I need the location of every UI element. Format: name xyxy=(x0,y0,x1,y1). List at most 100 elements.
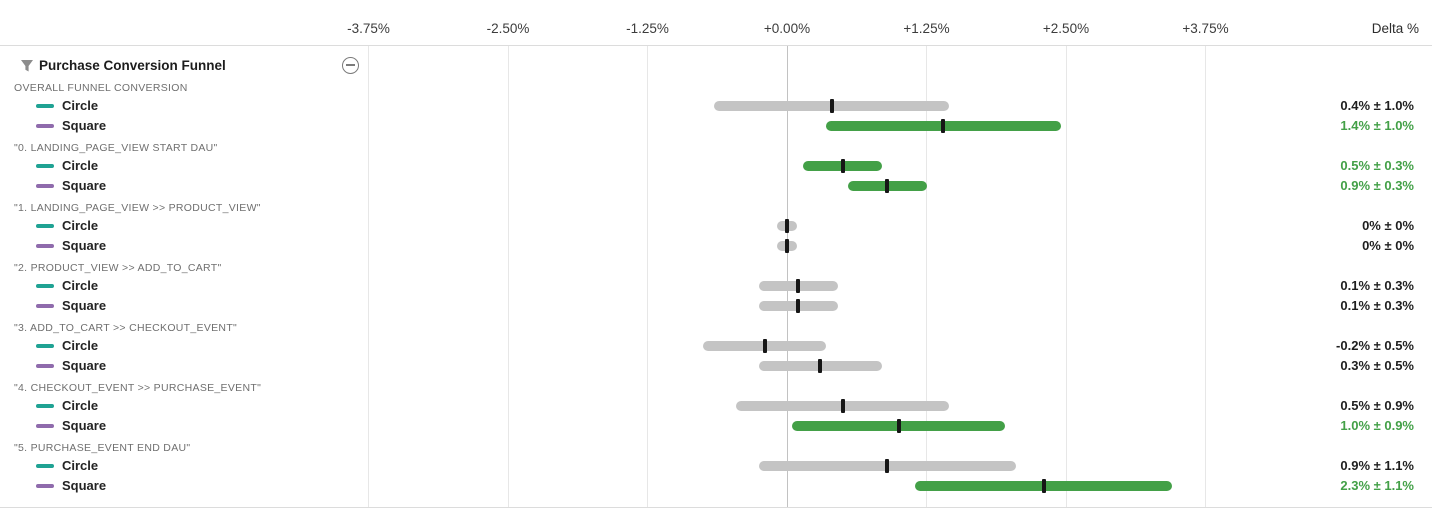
funnel-step-group: "3. ADD_TO_CART >> CHECKOUT_EVENT" Circle… xyxy=(0,321,1432,381)
variant-name: Circle xyxy=(62,398,99,413)
variant-legend-dash-icon xyxy=(36,244,54,248)
gridline xyxy=(1065,46,1067,507)
variant-row: Square 1.0% ± 0.9% xyxy=(0,416,1432,436)
point-estimate-tick xyxy=(885,179,890,193)
variant-row: Square 1.4% ± 1.0% xyxy=(0,116,1432,136)
axis-tick-label: +0.00% xyxy=(763,21,811,36)
variant-name: Square xyxy=(62,358,107,373)
panel-header: Purchase Conversion Funnel xyxy=(0,55,368,77)
variant-legend-dash-icon xyxy=(36,464,54,468)
variant-name: Circle xyxy=(62,98,99,113)
delta-value: 0.1% ± 0.3% xyxy=(1340,298,1414,313)
variant-row: Square 0.3% ± 0.5% xyxy=(0,356,1432,376)
variant-legend-dash-icon xyxy=(36,484,54,488)
point-estimate-tick xyxy=(796,299,801,313)
zero-gridline xyxy=(786,46,788,507)
delta-value: 2.3% ± 1.1% xyxy=(1340,478,1414,493)
variant-legend-dash-icon xyxy=(36,124,54,128)
point-estimate-tick xyxy=(896,419,901,433)
variant-name: Square xyxy=(62,178,107,193)
variant-row: Circle 0.5% ± 0.3% xyxy=(0,156,1432,176)
axis-tick-label: -2.50% xyxy=(486,21,530,36)
axis-tick-label: -1.25% xyxy=(626,21,669,36)
variant-name: Square xyxy=(62,478,107,493)
variant-legend-dash-icon xyxy=(36,344,54,348)
gridline xyxy=(1205,46,1206,507)
funnel-step-label: "1. LANDING_PAGE_VIEW >> PRODUCT_VIEW" xyxy=(14,202,261,214)
variant-legend-dash-icon xyxy=(36,304,54,308)
funnel-step-label: OVERALL FUNNEL CONVERSION xyxy=(14,82,188,94)
point-estimate-tick xyxy=(762,339,767,353)
variant-row: Circle 0.1% ± 0.3% xyxy=(0,276,1432,296)
axis-tick-label: +1.25% xyxy=(903,21,950,36)
funnel-step-label: "4. CHECKOUT_EVENT >> PURCHASE_EVENT" xyxy=(14,382,262,394)
point-estimate-tick xyxy=(840,159,845,173)
variant-legend-dash-icon xyxy=(36,104,54,108)
point-estimate-tick xyxy=(941,119,946,133)
point-estimate-tick xyxy=(829,99,834,113)
funnel-sections: OVERALL FUNNEL CONVERSION Circle 0.4% ± 1.… xyxy=(0,81,1432,501)
point-estimate-tick xyxy=(818,359,823,373)
axis-tick-label: +3.75% xyxy=(1182,21,1229,36)
delta-column-header: Delta % xyxy=(1371,21,1419,36)
variant-row: Square 0% ± 0% xyxy=(0,236,1432,256)
delta-value: 0% ± 0% xyxy=(1362,218,1414,233)
gridline xyxy=(647,46,648,507)
variant-name: Square xyxy=(62,118,107,133)
funnel-step-group: "4. CHECKOUT_EVENT >> PURCHASE_EVENT" Cir… xyxy=(0,381,1432,441)
variant-row: Square 0.9% ± 0.3% xyxy=(0,176,1432,196)
delta-value: 0.9% ± 0.3% xyxy=(1340,178,1414,193)
gridline xyxy=(926,46,927,507)
funnel-step-label: "2. PRODUCT_VIEW >> ADD_TO_CART" xyxy=(14,262,222,274)
minus-circle-collapse-icon[interactable] xyxy=(342,57,359,74)
point-estimate-tick xyxy=(840,399,845,413)
variant-row: Circle 0.5% ± 0.9% xyxy=(0,396,1432,416)
delta-value: 0.3% ± 0.5% xyxy=(1340,358,1414,373)
funnel-step-group: "2. PRODUCT_VIEW >> ADD_TO_CART" Circle 0.… xyxy=(0,261,1432,321)
delta-value: 1.4% ± 1.0% xyxy=(1340,118,1414,133)
delta-value: 0.4% ± 1.0% xyxy=(1340,98,1414,113)
variant-name: Circle xyxy=(62,278,99,293)
point-estimate-tick xyxy=(796,279,801,293)
variant-row: Circle 0.4% ± 1.0% xyxy=(0,96,1432,116)
point-estimate-tick xyxy=(885,459,890,473)
axis-header: Delta % -3.75% -2.50% -1.25% +0.00% +1.25% +2… xyxy=(0,0,1432,45)
variant-row: Square 2.3% ± 1.1% xyxy=(0,476,1432,496)
variant-legend-dash-icon xyxy=(36,404,54,408)
variant-name: Square xyxy=(62,418,107,433)
variant-legend-dash-icon xyxy=(36,224,54,228)
axis-tick-label: -3.75% xyxy=(347,21,390,36)
delta-value: 1.0% ± 0.9% xyxy=(1340,418,1414,433)
point-estimate-tick xyxy=(1041,479,1046,493)
variant-name: Circle xyxy=(62,338,99,353)
variant-name: Circle xyxy=(62,458,99,473)
variant-row: Square 0.1% ± 0.3% xyxy=(0,296,1432,316)
funnel-step-group: "1. LANDING_PAGE_VIEW >> PRODUCT_VIEW" Ci… xyxy=(0,201,1432,261)
gridline xyxy=(368,46,369,507)
point-estimate-tick xyxy=(785,219,789,233)
variant-row: Circle 0.9% ± 1.1% xyxy=(0,456,1432,476)
variant-name: Circle xyxy=(62,158,99,173)
delta-value: -0.2% ± 0.5% xyxy=(1336,338,1414,353)
delta-value: 0% ± 0% xyxy=(1362,238,1414,253)
funnel-step-label: "5. PURCHASE_EVENT END DAU" xyxy=(14,442,191,454)
funnel-step-group: "0. LANDING_PAGE_VIEW START DAU" Circle 0.… xyxy=(0,141,1432,201)
variant-legend-dash-icon xyxy=(36,184,54,188)
delta-value: 0.1% ± 0.3% xyxy=(1340,278,1414,293)
variant-legend-dash-icon xyxy=(36,424,54,428)
gridline xyxy=(507,46,509,507)
funnel-step-label: "3. ADD_TO_CART >> CHECKOUT_EVENT" xyxy=(14,322,238,334)
variant-name: Circle xyxy=(62,218,99,233)
chart-body: Purchase Conversion Funnel OVERALL FUNNE… xyxy=(0,45,1432,508)
funnel-step-group: "5. PURCHASE_EVENT END DAU" Circle 0.9% ± … xyxy=(0,441,1432,501)
variant-legend-dash-icon xyxy=(36,164,54,168)
variant-legend-dash-icon xyxy=(36,284,54,288)
panel-title: Purchase Conversion Funnel xyxy=(39,58,226,73)
funnel-step-label: "0. LANDING_PAGE_VIEW START DAU" xyxy=(14,142,218,154)
delta-value: 0.5% ± 0.3% xyxy=(1340,158,1414,173)
axis-tick-label: +2.50% xyxy=(1042,21,1090,36)
point-estimate-tick xyxy=(785,239,789,253)
funnel-step-group: OVERALL FUNNEL CONVERSION Circle 0.4% ± 1.… xyxy=(0,81,1432,141)
filter-funnel-icon[interactable] xyxy=(20,59,34,73)
